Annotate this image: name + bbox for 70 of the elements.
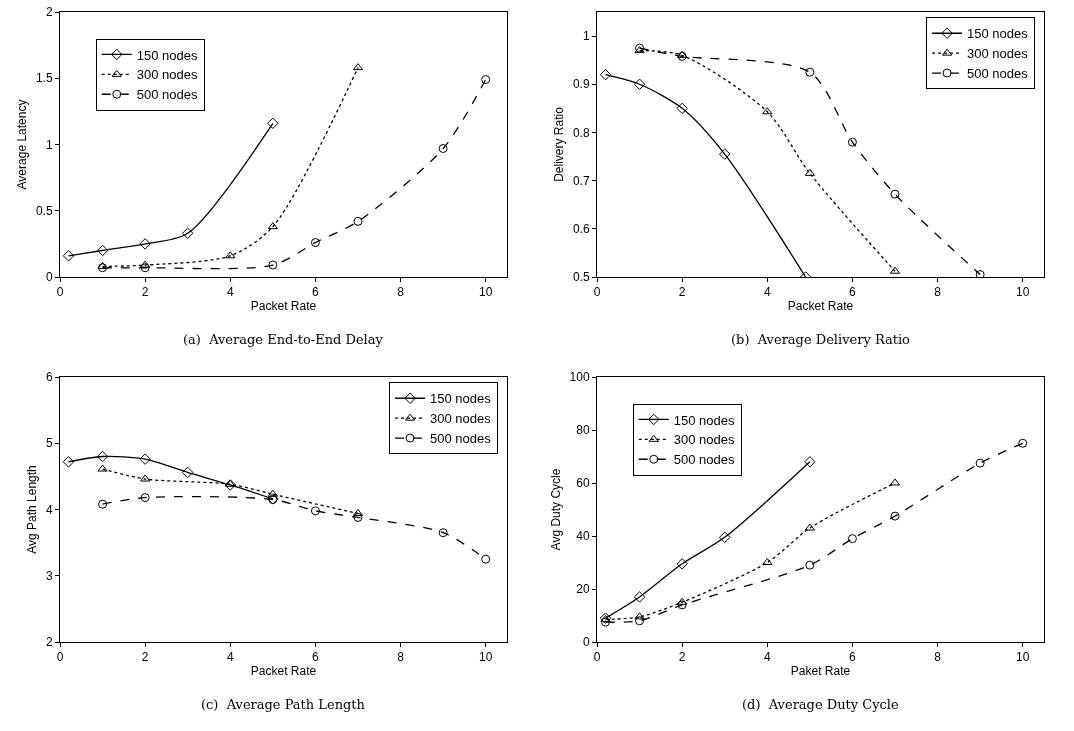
x-tick-label: 10 <box>479 285 493 300</box>
x-tick-label: 4 <box>763 285 771 300</box>
text: (a) Average End-to-End Delay <box>183 332 384 347</box>
legend-label: 300 nodes <box>967 46 1029 62</box>
x-tick-label: 4 <box>763 650 771 665</box>
x-tick-label: 6 <box>849 650 857 665</box>
y-tick-label: 0.5 <box>572 270 590 285</box>
y-tick-label: 2 <box>45 635 53 650</box>
y-tick-label: 3 <box>45 568 53 583</box>
y-tick-label: 100 <box>569 370 590 385</box>
y-tick-label: 4 <box>45 502 53 517</box>
x-tick-label: 10 <box>1016 285 1030 300</box>
x-tick-label: 8 <box>934 650 942 665</box>
x-tick-label: 0 <box>593 650 601 665</box>
legend-label: 300 nodes <box>136 67 198 83</box>
x-tick-label: 2 <box>678 650 686 665</box>
y-tick-label: 1 <box>45 137 53 152</box>
y-axis-title: Average Latency <box>15 99 30 190</box>
y-tick-label: 0.7 <box>572 173 590 188</box>
x-tick-label: 4 <box>226 650 234 665</box>
legend-label: 500 nodes <box>430 431 492 447</box>
y-tick-label: 1.5 <box>35 71 53 86</box>
x-tick-label: 6 <box>312 285 320 300</box>
y-axis-title: Avg Duty Cycle <box>548 468 563 551</box>
y-tick-label: 0.5 <box>35 203 53 218</box>
y-tick-label: 1 <box>582 29 590 44</box>
legend-label: 300 nodes <box>430 411 492 427</box>
y-axis-title: Avg Path Length <box>25 465 40 554</box>
y-tick-label: 0.9 <box>572 77 590 92</box>
y-tick-label: 80 <box>576 423 590 438</box>
y-tick-label: 0 <box>45 270 53 285</box>
text: (c) Average Path Length <box>201 697 366 712</box>
y-tick-label: 0 <box>582 635 590 650</box>
x-axis-title: Packet Rate <box>787 299 854 314</box>
x-tick-label: 8 <box>934 285 942 300</box>
x-tick-label: 2 <box>678 285 686 300</box>
x-axis-title: Packet Rate <box>250 299 317 314</box>
y-tick-label: 5 <box>45 436 53 451</box>
y-tick-label: 6 <box>45 370 53 385</box>
legend-label: 500 nodes <box>136 87 198 103</box>
legend-label: 300 nodes <box>673 432 735 448</box>
legend-label: 150 nodes <box>136 47 198 63</box>
x-tick-label: 10 <box>1016 650 1030 665</box>
legend-label: 150 nodes <box>673 412 735 428</box>
legend-label: 150 nodes <box>967 26 1029 42</box>
x-tick-label: 0 <box>593 285 601 300</box>
x-tick-label: 0 <box>56 285 64 300</box>
x-tick-label: 8 <box>397 285 405 300</box>
text: (d) Average Duty Cycle <box>742 697 899 712</box>
text: (b) Average Delivery Ratio <box>731 332 911 347</box>
legend-label: 500 nodes <box>673 452 735 468</box>
x-tick-label: 4 <box>226 285 234 300</box>
y-tick-label: 0.8 <box>572 125 590 140</box>
y-tick-label: 0.6 <box>572 222 590 237</box>
x-axis-title: Paket Rate <box>790 664 851 679</box>
x-tick-label: 6 <box>312 650 320 665</box>
y-tick-label: 40 <box>576 529 590 544</box>
x-tick-label: 2 <box>141 285 149 300</box>
x-tick-label: 8 <box>397 650 405 665</box>
y-tick-label: 60 <box>576 476 590 491</box>
x-tick-label: 10 <box>479 650 493 665</box>
legend-label: 150 nodes <box>430 391 492 407</box>
x-tick-label: 0 <box>56 650 64 665</box>
x-axis-title: Packet Rate <box>250 664 317 679</box>
y-tick-label: 20 <box>576 582 590 597</box>
legend-label: 500 nodes <box>967 66 1029 82</box>
y-axis-title: Delivery Ratio <box>552 106 567 182</box>
y-tick-label: 2 <box>45 5 53 20</box>
x-tick-label: 6 <box>849 285 857 300</box>
x-tick-label: 2 <box>141 650 149 665</box>
